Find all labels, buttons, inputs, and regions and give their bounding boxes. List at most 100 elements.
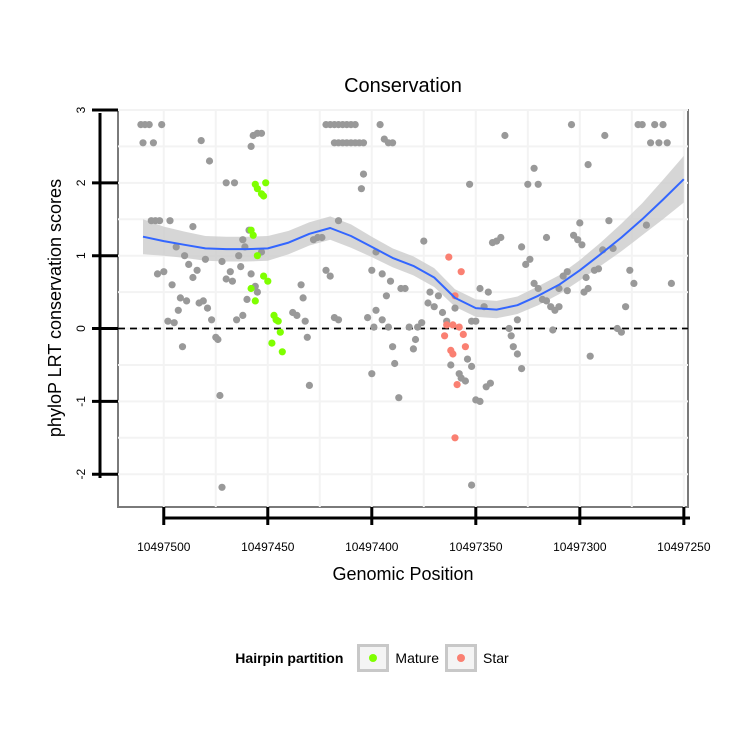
point-other: [518, 243, 526, 251]
point-other: [384, 323, 392, 331]
point-other: [476, 284, 484, 293]
y-tick-label: 2: [74, 179, 88, 186]
point-other: [233, 316, 241, 324]
point-star: [459, 330, 467, 338]
x-tick-label: 10497300: [553, 540, 607, 554]
point-other: [153, 270, 162, 278]
y-tick-label: -2: [74, 469, 88, 480]
y-tick-label: 1: [74, 252, 88, 259]
point-mature: [276, 328, 284, 336]
point-mature: [274, 317, 282, 325]
point-mature: [249, 231, 257, 239]
point-other: [359, 170, 368, 178]
point-other: [370, 323, 378, 331]
point-other: [368, 266, 376, 274]
point-other: [222, 179, 230, 187]
point-other: [301, 317, 309, 325]
x-axis: 10497500 10497450 10497400 10497350 10497300…: [137, 507, 711, 554]
point-other: [160, 268, 168, 276]
point-other: [507, 332, 515, 340]
point-mature: [262, 179, 270, 187]
point-other: [411, 335, 420, 344]
point-other: [463, 355, 472, 363]
point-star: [451, 292, 459, 300]
point-other: [622, 303, 630, 311]
point-other: [172, 243, 180, 251]
point-other: [486, 379, 494, 387]
point-other: [484, 288, 492, 296]
point-other: [630, 279, 638, 287]
point-other: [424, 299, 432, 307]
point-other: [418, 319, 426, 327]
point-star: [461, 343, 469, 351]
point-other: [563, 287, 571, 295]
point-other: [522, 260, 530, 268]
point-other: [605, 217, 613, 225]
point-other: [578, 241, 586, 249]
point-other: [586, 352, 594, 360]
point-other: [430, 303, 438, 311]
point-other: [601, 131, 609, 140]
x-tick-label: 10497400: [345, 540, 399, 554]
loess-curve: [142, 178, 685, 311]
point-other: [222, 275, 230, 283]
legend-title: Hairpin partition: [235, 650, 344, 666]
y-tick-label: 3: [74, 106, 88, 113]
point-other: [297, 281, 305, 289]
point-other: [239, 311, 247, 319]
point-other: [208, 316, 216, 324]
point-mature: [260, 192, 268, 200]
point-star: [453, 381, 461, 389]
point-other: [382, 292, 390, 300]
point-other: [378, 316, 386, 324]
point-other: [594, 265, 603, 273]
y-axis: -2 -1 0 1 2 3: [74, 106, 118, 480]
legend-key-mature: [357, 644, 390, 672]
point-mature: [253, 252, 261, 260]
point-mature: [247, 284, 255, 293]
point-other: [638, 121, 646, 129]
point-other: [472, 317, 480, 325]
point-other: [247, 270, 255, 278]
point-other: [438, 308, 447, 317]
point-other: [228, 277, 236, 285]
point-other: [214, 335, 222, 344]
point-other: [524, 180, 532, 188]
x-tick-label: 10497500: [137, 540, 191, 554]
point-other: [655, 139, 663, 147]
point-other: [237, 263, 245, 271]
point-other: [667, 279, 676, 287]
point-other: [513, 316, 522, 324]
y-tick-label: 0: [74, 325, 88, 332]
point-mature: [278, 348, 286, 356]
point-other: [357, 185, 365, 193]
chart-title: Conservation: [344, 75, 462, 97]
point-other: [526, 255, 534, 263]
point-other: [247, 142, 255, 150]
point-other: [203, 304, 212, 312]
point-other: [567, 121, 576, 129]
point-other: [518, 365, 526, 373]
point-other: [334, 217, 343, 225]
point-other: [334, 316, 343, 324]
point-other: [542, 297, 551, 305]
x-tick-label: 10497350: [449, 540, 503, 554]
point-other: [576, 219, 584, 227]
point-other: [401, 284, 409, 293]
x-tick-label: 10497250: [657, 540, 711, 554]
y-tick-label: -1: [74, 396, 88, 407]
legend-dot-star: [457, 654, 465, 662]
point-other: [582, 273, 590, 282]
point-other: [501, 131, 509, 140]
point-other: [549, 326, 557, 334]
legend: Hairpin partition Mature Star: [0, 630, 750, 686]
legend-label-mature: Mature: [395, 650, 439, 666]
point-other: [168, 281, 176, 289]
point-other: [574, 236, 582, 244]
scatter-points: [137, 121, 676, 491]
point-other: [584, 284, 592, 293]
plot-panel: [117, 109, 689, 508]
point-other: [359, 139, 368, 147]
point-other: [405, 323, 413, 331]
